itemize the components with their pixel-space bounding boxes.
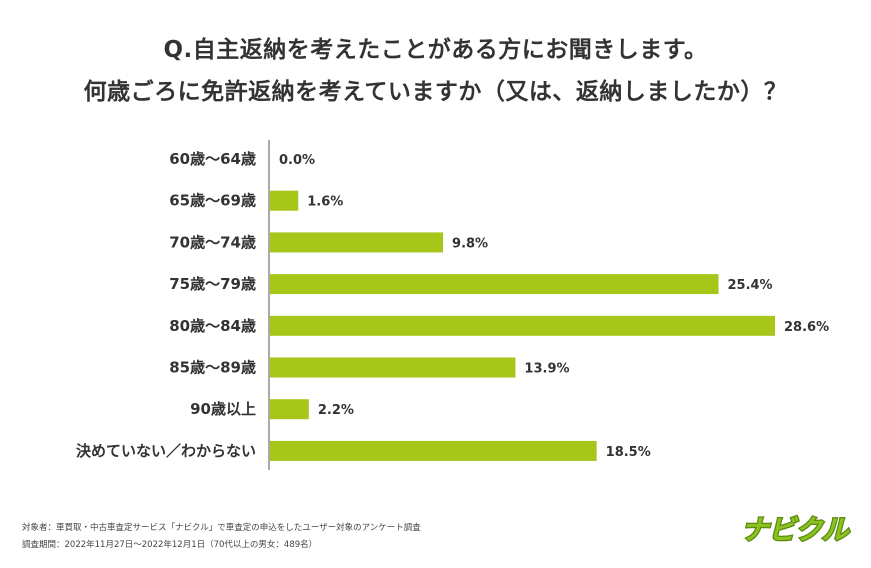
category-label: 90歳以上: [190, 400, 256, 418]
value-label: 2.2%: [318, 403, 354, 418]
bar: [270, 232, 444, 253]
category-label: 70歳～74歳: [169, 233, 256, 251]
bar: [270, 399, 309, 420]
bar: [270, 357, 516, 378]
value-label: 0.0%: [279, 153, 315, 168]
category-label: 60歳～64歳: [169, 150, 256, 168]
bar: [270, 274, 719, 295]
chart-title-line1: Q.自主返納を考えたことがある方にお聞きします。: [163, 37, 708, 63]
footnote-period: 調査期間：2022年11月27日～2022年12月1日（70代以上の男女：489…: [22, 540, 318, 550]
footnote-target: 対象者：車買取・中古車査定サービス「ナビクル」で車査定の申込をしたユーザー対象の…: [22, 523, 421, 533]
category-label: 75歳～79歳: [169, 275, 256, 293]
category-label: 65歳～69歳: [169, 192, 256, 210]
value-label: 28.6%: [784, 320, 829, 335]
navikuru-logo: ナビクル: [740, 514, 852, 548]
category-label: 80歳～84歳: [169, 317, 256, 335]
bar-chart: 60歳～64歳 0.0% 65歳～69歳 1.6% 70歳～74歳 9.8% 75歳～79歳…: [76, 140, 829, 470]
category-label: 決めていない／わからない: [76, 442, 256, 460]
category-label: 85歳～89歳: [169, 359, 256, 377]
value-label: 13.9%: [524, 362, 569, 377]
bar: [270, 440, 597, 461]
value-label: 1.6%: [307, 195, 343, 210]
logo-text: ナビクル: [741, 515, 850, 546]
value-label: 9.8%: [452, 236, 488, 251]
value-label: 25.4%: [727, 278, 772, 293]
chart-title-line2: 何歳ごろに免許返納を考えていますか（又は、返納しましたか）？: [83, 79, 788, 105]
bar: [270, 315, 775, 336]
value-label: 18.5%: [606, 445, 651, 460]
bar: [270, 190, 299, 211]
